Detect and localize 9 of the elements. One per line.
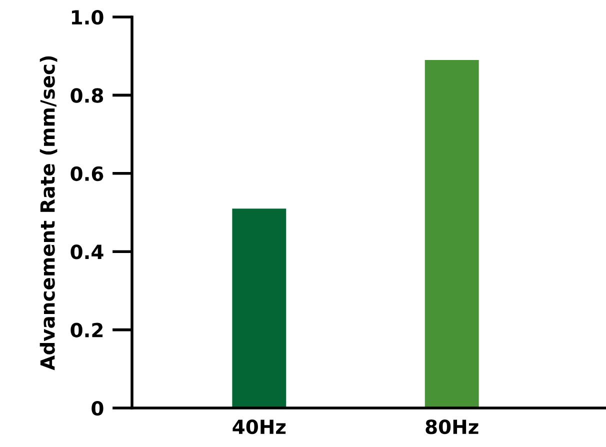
x-tick-label: 80Hz xyxy=(426,419,478,434)
x-tick-label: 40Hz xyxy=(232,419,286,434)
y-axis-title: Advancement Rate (mm/sec) xyxy=(40,56,58,370)
y-tick-label: 0 xyxy=(92,400,104,416)
y-tick-label: 1.0 xyxy=(72,10,104,25)
y-tick-label: 0.2 xyxy=(70,322,103,338)
y-tick-label: 0.6 xyxy=(70,166,104,182)
y-tick-label: 0.8 xyxy=(70,88,104,103)
y-tick-label: 0.4 xyxy=(70,244,104,260)
